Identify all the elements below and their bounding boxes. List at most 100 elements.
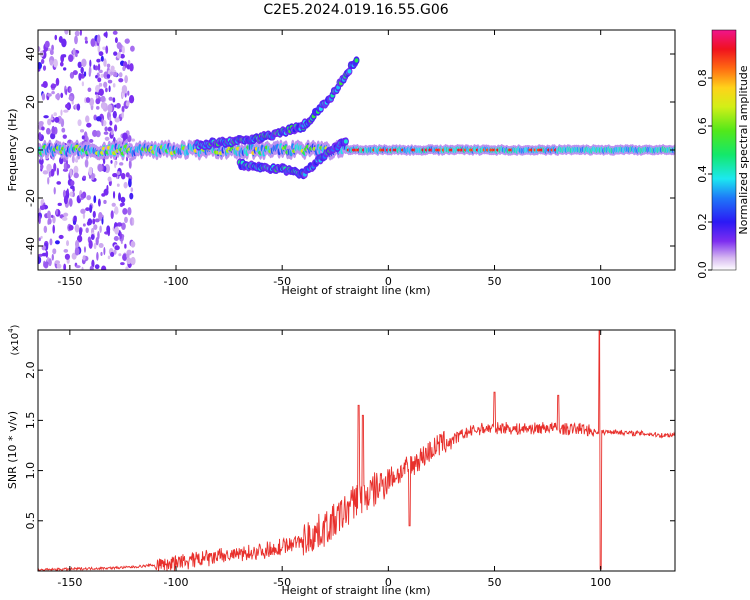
noise-speck (130, 187, 134, 192)
noise-speck (98, 212, 103, 221)
noise-speck (114, 206, 119, 215)
noise-speck (39, 204, 45, 211)
noise-speck (111, 202, 116, 207)
noise-speck (47, 118, 52, 126)
noise-speck (118, 192, 121, 202)
noise-speck (61, 54, 67, 58)
noise-speck (56, 167, 60, 176)
noise-speck (76, 103, 81, 111)
noise-speck (43, 225, 48, 234)
noise-speck (114, 245, 120, 251)
noise-speck (113, 235, 119, 242)
noise-speck (97, 198, 101, 207)
noise-speck (113, 249, 117, 255)
noise-speck (106, 184, 109, 192)
noise-speck (103, 199, 107, 205)
noise-speck (115, 102, 121, 109)
noise-speck (38, 120, 44, 126)
noise-speck (109, 116, 112, 122)
colorbar-tick-label: 0.6 (696, 117, 709, 135)
noise-speck (47, 93, 52, 97)
spectrogram-x-ticks: -150 -100 -50 0 50 100 (57, 30, 611, 288)
noise-speck (98, 88, 104, 96)
noise-speck (127, 59, 131, 65)
noise-speck (71, 252, 77, 260)
noise-speck (112, 190, 116, 199)
noise-speck (121, 202, 125, 207)
noise-speck (66, 240, 70, 247)
noise-speck (125, 101, 130, 107)
noise-speck (104, 126, 108, 132)
noise-speck (81, 58, 87, 67)
snr-series-line (38, 330, 675, 571)
noise-speck (50, 214, 54, 218)
noise-speck (85, 227, 89, 234)
noise-speck (41, 92, 46, 101)
upper-branch (347, 69, 352, 74)
noise-speck (74, 52, 78, 58)
noise-speck (46, 210, 51, 219)
noise-speck (93, 242, 97, 250)
noise-speck (97, 63, 101, 72)
noise-speck (130, 256, 136, 266)
snr-y-label: SNR (10 * v/v) (6, 411, 19, 489)
noise-speck (61, 127, 66, 133)
noise-speck (69, 191, 73, 197)
noise-speck (80, 193, 85, 198)
noise-speck (124, 243, 127, 249)
noise-speck (122, 132, 128, 141)
noise-speck (56, 92, 61, 101)
noise-speck (63, 212, 69, 217)
noise-speck (57, 202, 62, 207)
noise-speck (109, 71, 115, 76)
noise-speck (49, 49, 54, 56)
noise-speck (60, 92, 64, 99)
noise-speck (99, 225, 102, 233)
noise-speck (128, 159, 132, 169)
noise-speck (40, 235, 43, 239)
noise-speck (122, 45, 125, 54)
noise-speck (106, 63, 111, 68)
noise-speck (68, 54, 74, 63)
noise-speck (87, 87, 92, 92)
noise-speck (116, 171, 121, 175)
spectrogram-y-tick-label: -40 (24, 237, 37, 255)
snr-y-multiplier: (x104) (7, 324, 21, 355)
snr-x-label: Height of straight line (km) (281, 584, 430, 597)
snr-y-tick-label: 1.0 (24, 462, 37, 480)
noise-speck (38, 215, 41, 225)
noise-speck (64, 253, 71, 260)
noise-speck (100, 101, 107, 110)
noise-speck (114, 161, 117, 169)
noise-speck (95, 106, 100, 110)
noise-speck (40, 199, 43, 206)
noise-speck (112, 173, 118, 178)
noise-speck (63, 109, 69, 113)
noise-speck (130, 240, 136, 248)
noise-speck (55, 77, 60, 86)
noise-speck (107, 176, 112, 182)
colorbar-tick-label: 0.4 (696, 165, 709, 183)
noise-speck (71, 155, 75, 164)
noise-speck (124, 75, 128, 84)
noise-speck (110, 159, 113, 164)
noise-speck (63, 67, 67, 71)
noise-speck (74, 30, 80, 37)
noise-speck (53, 112, 57, 117)
noise-speck (75, 265, 81, 269)
noise-speck (52, 224, 55, 234)
noise-speck (109, 120, 113, 126)
noise-speck (54, 34, 58, 41)
noise-speck (50, 132, 56, 140)
noise-speck (110, 210, 114, 219)
noise-speck (107, 126, 112, 132)
noise-speck (107, 79, 113, 84)
noise-speck (122, 66, 126, 72)
noise-speck (131, 250, 134, 254)
noise-speck (48, 258, 52, 267)
noise-speck (116, 42, 122, 50)
snr-y-tick-label: 1.5 (24, 412, 37, 430)
noise-speck (46, 127, 51, 135)
multiplier-exponent: 4 (7, 328, 15, 333)
noise-speck (127, 207, 132, 216)
